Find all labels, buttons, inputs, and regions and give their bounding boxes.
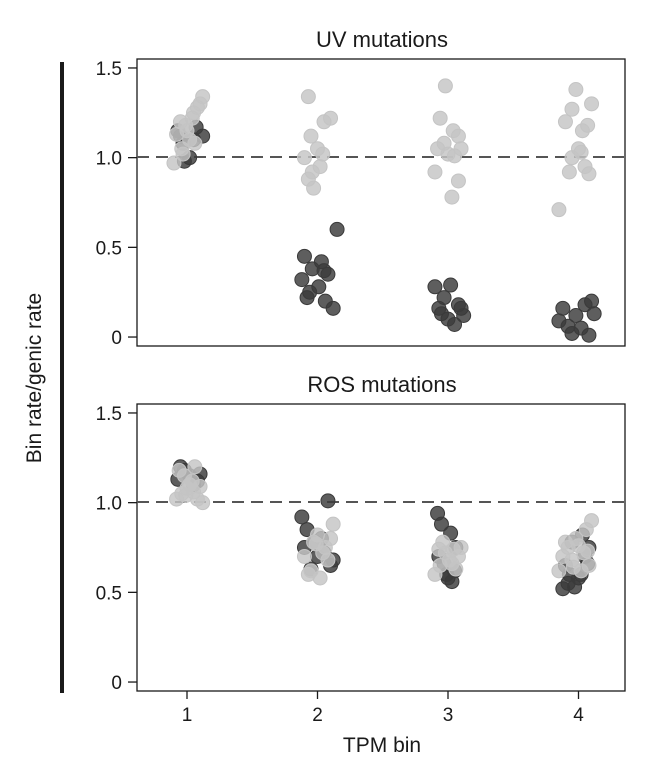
uv-dark-point [443, 277, 459, 293]
uv-light-point [195, 89, 211, 105]
uv-light-point [166, 155, 182, 171]
x-axis-ticks: 1 2 3 4 [182, 691, 584, 726]
uv-dark-point [447, 316, 463, 332]
ros-light-point [557, 534, 573, 550]
y-axis-label: Bin rate/genic rate [23, 293, 46, 463]
ros-light-point [187, 459, 203, 475]
uv-light-point [581, 166, 597, 182]
x-tick-label: 2 [312, 705, 323, 726]
uv-light-point [450, 173, 466, 189]
ros-light-point [296, 548, 312, 564]
x-tick-label: 3 [443, 705, 454, 726]
ros-dark-point [294, 509, 310, 525]
uv-light-point [430, 141, 446, 157]
uv-points [166, 78, 602, 343]
uv-y-tick-label: 1.5 [96, 59, 122, 80]
uv-dark-point [586, 306, 602, 322]
uv-dark-point [427, 279, 443, 295]
uv-panel-title: UV mutations [316, 27, 448, 52]
uv-light-point [584, 96, 600, 112]
uv-light-point [568, 81, 584, 97]
uv-light-point [453, 141, 469, 157]
ros-light-point [453, 540, 469, 555]
uv-dark-point [294, 272, 310, 288]
x-axis-label: TPM bin [343, 734, 421, 757]
ros-panel: ROS mutations 1.5 1.0 0.5 0 [96, 372, 626, 694]
uv-light-point [432, 110, 448, 126]
uv-light-point [315, 146, 331, 162]
uv-light-point [169, 126, 185, 142]
uv-y-tick-label: 0 [111, 328, 122, 349]
uv-dark-point [329, 221, 345, 237]
uv-dark-point [453, 300, 469, 316]
ros-light-point [551, 563, 567, 579]
ros-plot-frame [136, 403, 626, 692]
ros-y-tick-label: 1.0 [96, 494, 122, 515]
uv-light-point [437, 78, 453, 94]
x-tick-label: 1 [182, 705, 193, 726]
uv-dark-point [584, 293, 600, 309]
uv-dark-point [568, 308, 584, 324]
ros-light-point [580, 543, 596, 559]
uv-dark-point [555, 300, 571, 316]
ros-light-point [444, 556, 460, 572]
ros-y-tick-label: 0.5 [96, 583, 122, 604]
ros-dark-point [433, 516, 449, 532]
ros-y-tick-label: 0 [111, 673, 122, 694]
ros-panel-title: ROS mutations [307, 372, 456, 397]
ros-y-ticks: 1.5 1.0 0.5 0 [96, 404, 137, 694]
uv-dark-point [581, 327, 597, 343]
ros-light-point [195, 495, 211, 511]
uv-dark-point [325, 300, 341, 316]
uv-light-point [323, 110, 339, 126]
uv-panel: UV mutations 1.5 1.0 0.5 0 [96, 27, 626, 349]
uv-light-point [187, 135, 203, 151]
uv-light-point [444, 189, 460, 205]
uv-light-point [306, 180, 322, 196]
ros-dark-point [320, 493, 336, 509]
ros-light-point [325, 516, 341, 532]
ros-y-tick-label: 1.5 [96, 404, 122, 425]
uv-dark-point [299, 290, 315, 306]
uv-dark-point [311, 279, 327, 295]
x-tick-label: 4 [573, 705, 584, 726]
uv-light-point [300, 89, 316, 105]
ros-light-point [320, 552, 336, 568]
ros-light-point [565, 559, 581, 575]
uv-light-point [564, 101, 580, 117]
uv-y-ticks: 1.5 1.0 0.5 0 [96, 59, 137, 349]
uv-light-point [573, 144, 589, 160]
uv-light-point [303, 128, 319, 144]
uv-light-point [427, 164, 443, 180]
uv-light-point [175, 146, 191, 162]
uv-light-point [551, 202, 567, 218]
ros-light-point [323, 531, 339, 547]
uv-plot-frame [136, 58, 626, 347]
ros-light-point [171, 462, 187, 478]
uv-dark-point [296, 248, 312, 264]
uv-dark-point [316, 263, 332, 279]
uv-light-point [557, 114, 573, 130]
ros-light-point [431, 541, 447, 557]
uv-light-point [184, 110, 200, 126]
uv-light-point [561, 164, 577, 180]
ros-light-point [578, 522, 594, 538]
uv-light-point [296, 150, 312, 166]
ros-points [169, 459, 600, 597]
uv-y-tick-label: 0.5 [96, 238, 122, 259]
uv-light-point [450, 128, 466, 144]
uv-dark-point [433, 306, 449, 322]
ros-light-point [308, 536, 324, 552]
ros-light-point [300, 566, 316, 582]
ros-light-point [186, 484, 202, 500]
uv-y-tick-label: 1.0 [96, 149, 122, 170]
uv-light-point [580, 117, 596, 133]
